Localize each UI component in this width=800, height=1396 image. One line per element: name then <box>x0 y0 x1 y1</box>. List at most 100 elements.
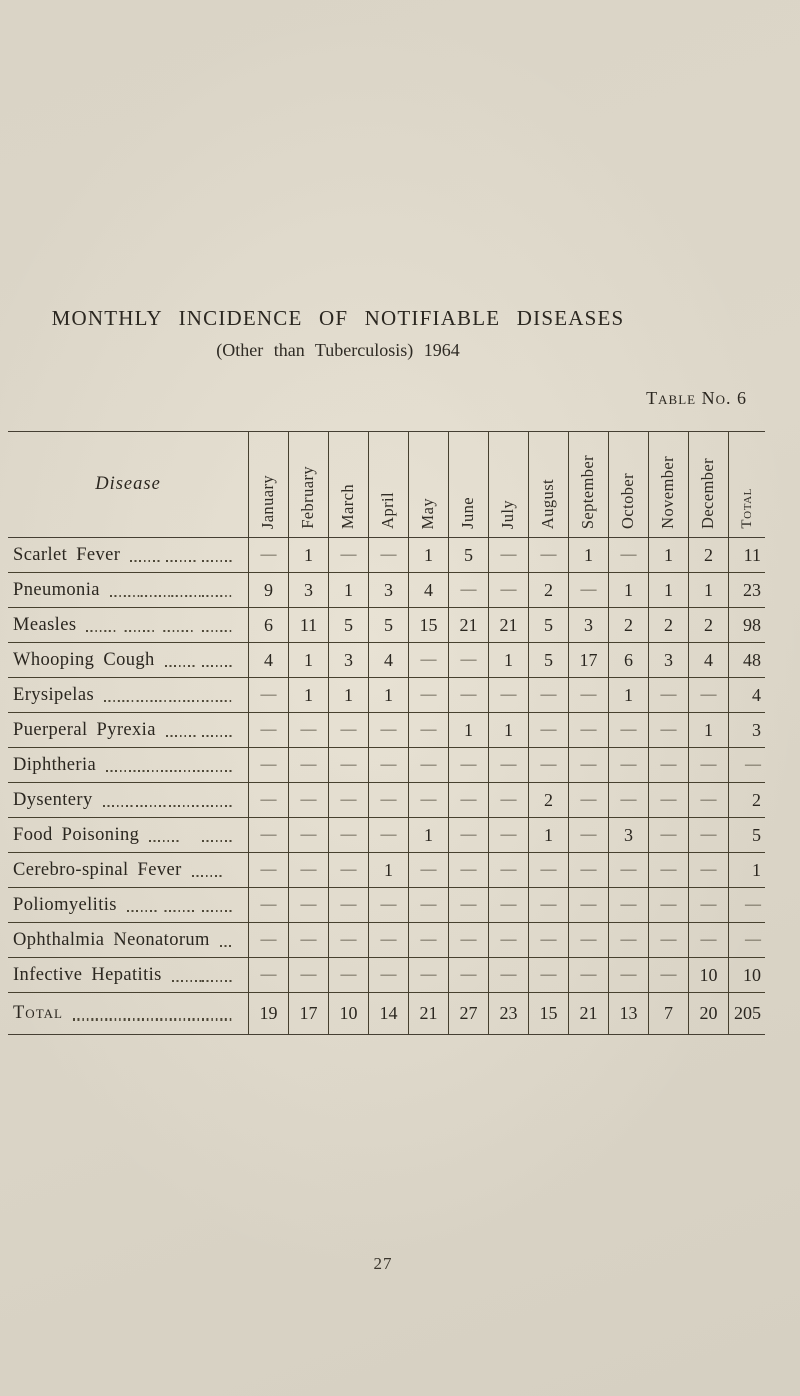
month-value-cell: — <box>448 888 488 922</box>
month-value-cell: — <box>248 783 288 817</box>
cell-value: — <box>420 966 437 983</box>
table-number-label: Table No. 6 <box>646 388 747 408</box>
month-value-cell: 1 <box>408 538 448 572</box>
month-value-cell: 3 <box>568 608 608 642</box>
month-value-cell: — <box>408 923 448 957</box>
cell-value: 23 <box>499 1003 518 1023</box>
month-value-cell: — <box>368 958 408 992</box>
cell-value: — <box>620 931 637 948</box>
month-value-cell: — <box>608 923 648 957</box>
month-column-header: August <box>538 478 558 529</box>
cell-value: 14 <box>379 1003 398 1023</box>
disease-name: Infective Hepatitis <box>13 964 162 985</box>
month-value-cell: — <box>608 853 648 887</box>
cell-value: — <box>580 826 597 843</box>
month-value-cell: 21 <box>568 993 608 1034</box>
cell-value: — <box>700 896 717 913</box>
cell-value: 5 <box>544 614 553 635</box>
disease-name: Scarlet Fever <box>13 544 121 565</box>
month-value-cell: 1 <box>648 573 688 607</box>
cell-value: 4 <box>424 579 433 600</box>
page-title: MONTHLY INCIDENCE OF NOTIFIABLE DISEASES <box>51 306 625 330</box>
dotted-leader <box>149 839 232 843</box>
cell-value: — <box>580 756 597 773</box>
month-value-cell: 23 <box>488 993 528 1034</box>
cell-value: 5 <box>384 614 393 635</box>
cell-value: — <box>500 896 517 913</box>
month-value-cell: — <box>688 923 728 957</box>
month-header-cell: November <box>648 432 688 537</box>
cell-value: 13 <box>619 1003 638 1023</box>
month-value-cell: 1 <box>648 538 688 572</box>
month-value-cell: 3 <box>648 643 688 677</box>
month-column-header: September <box>578 454 598 529</box>
month-value-cell: 3 <box>608 818 648 852</box>
month-value-cell: — <box>248 923 288 957</box>
month-value-cell: — <box>248 888 288 922</box>
disease-label-cell: Measles <box>8 608 248 642</box>
disease-label-cell: Scarlet Fever <box>8 538 248 572</box>
month-value-cell: — <box>328 783 368 817</box>
month-value-cell: — <box>608 748 648 782</box>
month-value-cell: — <box>568 748 608 782</box>
cell-value: — <box>340 791 357 808</box>
cell-value: — <box>300 791 317 808</box>
notifiable-diseases-table: Disease January February March April May June… <box>8 431 765 1035</box>
disease-name: Cerebro-spinal Fever <box>13 859 182 880</box>
month-value-cell: 1 <box>368 853 408 887</box>
cell-value: — <box>580 861 597 878</box>
cell-value: 5 <box>544 649 553 670</box>
month-column-header: October <box>618 473 638 529</box>
month-value-cell: — <box>288 748 328 782</box>
row-total-cell: — <box>728 748 765 782</box>
cell-value: 2 <box>664 614 673 635</box>
cell-value: — <box>300 756 317 773</box>
cell-value: — <box>700 826 717 843</box>
cell-value: — <box>660 966 677 983</box>
month-value-cell: 21 <box>408 993 448 1034</box>
row-total-cell: 11 <box>728 538 765 572</box>
month-value-cell: 5 <box>528 608 568 642</box>
cell-value: — <box>700 861 717 878</box>
cell-value: 1 <box>584 544 593 565</box>
month-value-cell: 1 <box>488 713 528 747</box>
month-value-cell: — <box>248 748 288 782</box>
cell-value: 2 <box>544 579 553 600</box>
disease-name: Puerperal Pyrexia <box>13 719 156 740</box>
month-column-header: November <box>658 456 678 529</box>
month-value-cell: — <box>408 958 448 992</box>
month-value-cell: 21 <box>488 608 528 642</box>
month-value-cell: — <box>568 678 608 712</box>
month-value-cell: — <box>488 853 528 887</box>
cell-value: 20 <box>699 1003 718 1023</box>
month-value-cell: 2 <box>608 608 648 642</box>
disease-name: Diphtheria <box>13 754 97 775</box>
dotted-leader <box>171 979 232 983</box>
cell-value: 5 <box>464 544 473 565</box>
month-header-cell: August <box>528 432 568 537</box>
month-value-cell: 5 <box>368 608 408 642</box>
page-subtitle: (Other than Tuberculosis) 1964 <box>216 340 460 360</box>
month-value-cell: — <box>248 958 288 992</box>
month-value-cell: — <box>688 818 728 852</box>
cell-value: — <box>300 966 317 983</box>
month-value-cell: — <box>448 818 488 852</box>
cell-value: 1 <box>344 579 353 600</box>
month-column-header: June <box>458 497 478 529</box>
cell-value: — <box>460 896 477 913</box>
month-value-cell: 4 <box>408 573 448 607</box>
month-header-cell: February <box>288 432 328 537</box>
cell-value: 3 <box>304 579 313 600</box>
month-value-cell: 2 <box>648 608 688 642</box>
row-total-cell: 205 <box>728 993 765 1034</box>
table-row: Puerperal Pyrexia — — — — — 1 1 — — — — 1 3 <box>8 713 765 748</box>
cell-value: — <box>460 651 477 668</box>
cell-value: — <box>460 686 477 703</box>
cell-value: — <box>380 896 397 913</box>
month-value-cell: — <box>368 888 408 922</box>
month-value-cell: — <box>528 748 568 782</box>
disease-label-cell: Whooping Cough <box>8 643 248 677</box>
month-value-cell: — <box>328 713 368 747</box>
month-value-cell: — <box>288 713 328 747</box>
month-value-cell: 19 <box>248 993 288 1034</box>
